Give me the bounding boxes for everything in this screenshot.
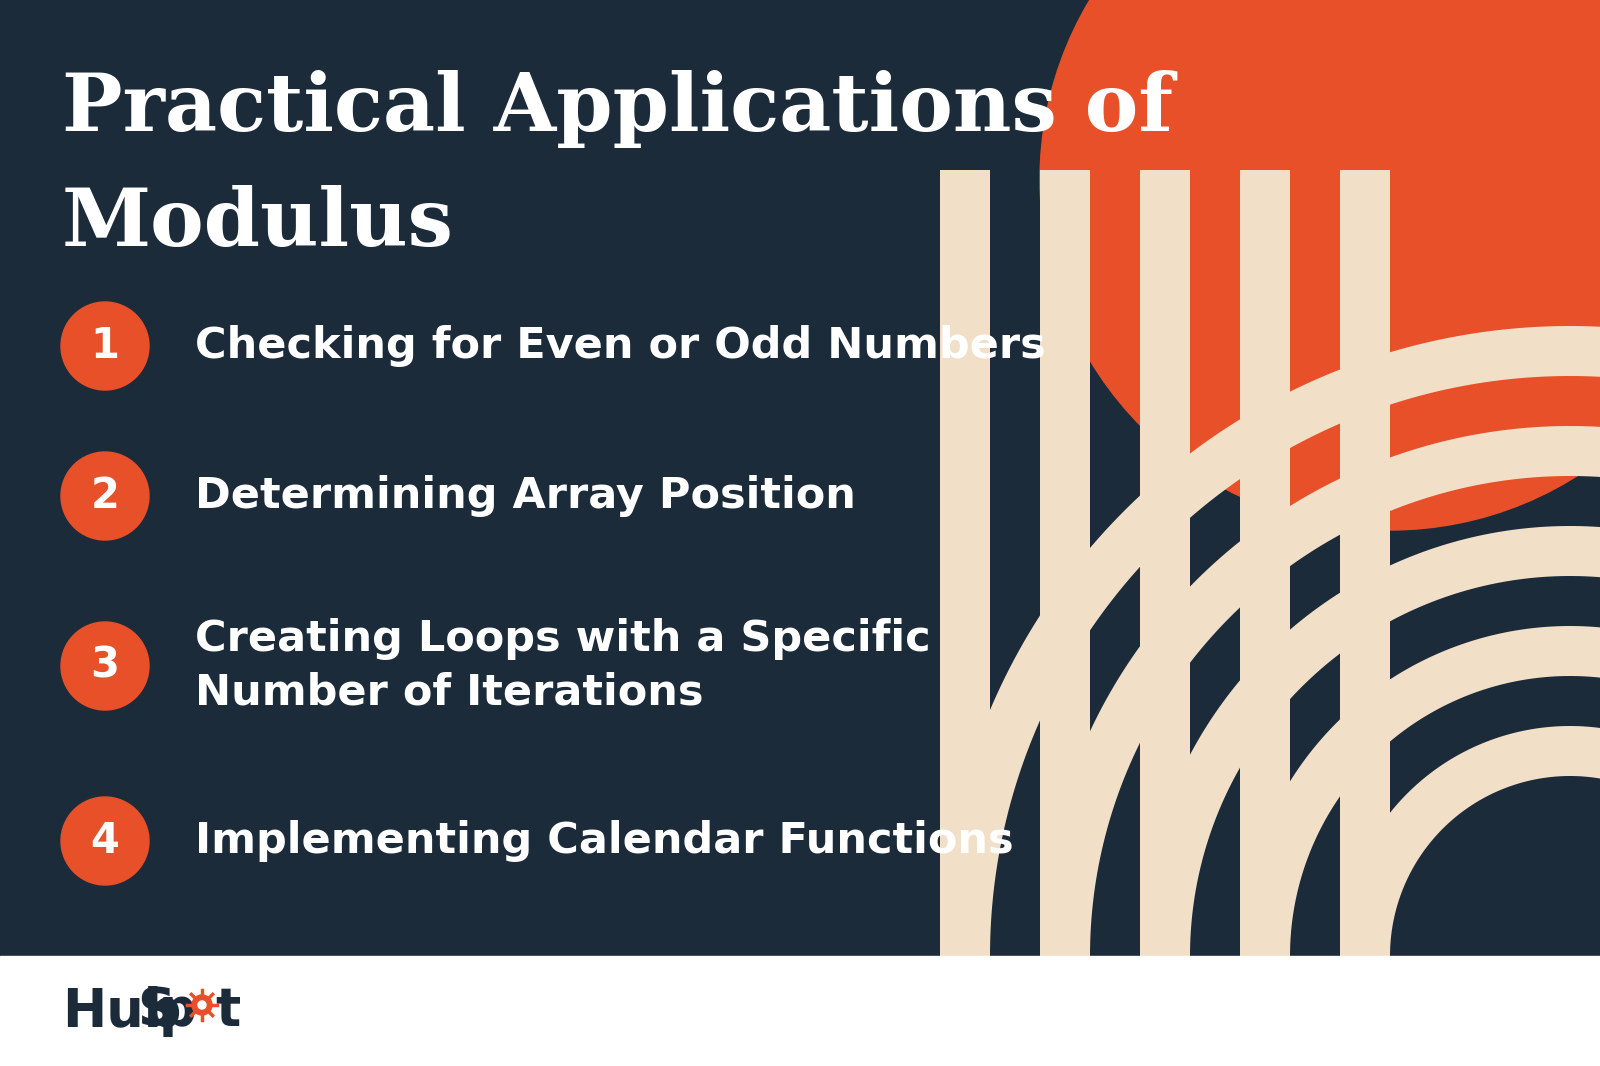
Bar	[1240, 169, 1290, 956]
Text: Implementing Calendar Functions: Implementing Calendar Functions	[195, 820, 1014, 862]
Circle shape	[61, 797, 149, 885]
Text: Hub: Hub	[62, 985, 181, 1037]
Bar	[941, 169, 990, 956]
Text: Checking for Even or Odd Numbers: Checking for Even or Odd Numbers	[195, 325, 1046, 367]
Polygon shape	[1139, 526, 1600, 956]
Text: S: S	[138, 985, 174, 1037]
Text: Determining Array Position: Determining Array Position	[195, 475, 856, 517]
Text: Creating Loops with a Specific
Number of Iterations: Creating Loops with a Specific Number of…	[195, 618, 931, 714]
Polygon shape	[1341, 726, 1600, 956]
Polygon shape	[1040, 426, 1600, 956]
Text: 2: 2	[91, 475, 120, 517]
Bar	[1040, 169, 1090, 956]
Text: Modulus: Modulus	[62, 185, 454, 263]
Circle shape	[192, 995, 211, 1015]
Text: t: t	[214, 985, 240, 1037]
Text: 1: 1	[91, 325, 120, 367]
Text: 4: 4	[91, 820, 120, 862]
Circle shape	[198, 1001, 206, 1010]
Polygon shape	[1240, 626, 1600, 956]
Text: Practical Applications of: Practical Applications of	[62, 70, 1173, 148]
Circle shape	[61, 302, 149, 390]
Circle shape	[61, 452, 149, 540]
Bar	[0, 0, 1600, 956]
Bar	[0, 956, 1600, 1066]
Polygon shape	[941, 326, 1600, 956]
Text: 3: 3	[91, 645, 120, 687]
Text: p: p	[158, 985, 197, 1037]
Circle shape	[61, 621, 149, 710]
Circle shape	[1040, 0, 1600, 530]
Bar	[1139, 169, 1190, 956]
Bar	[1341, 169, 1390, 956]
